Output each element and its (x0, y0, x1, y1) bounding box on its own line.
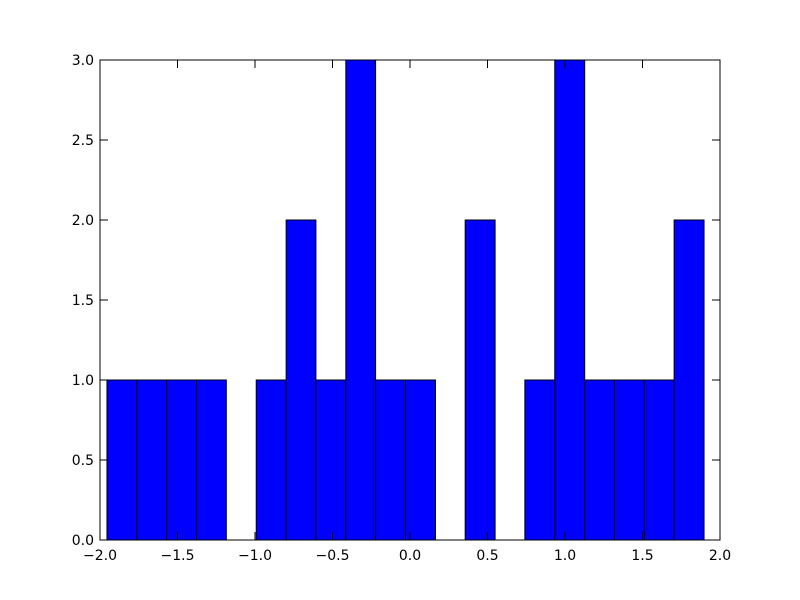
y-tick-label: 1.5 (72, 293, 94, 309)
bar (673, 219, 705, 541)
bar (315, 379, 347, 541)
y-tick-label: 3.0 (72, 53, 94, 69)
bar (613, 379, 645, 541)
y-tick-label: 2.5 (72, 133, 94, 149)
x-tick-label: −0.5 (316, 548, 350, 564)
bar (285, 219, 317, 541)
bar (464, 219, 496, 541)
x-tick-label: −1.0 (238, 548, 272, 564)
x-tick-label: 0.0 (399, 548, 421, 564)
bar (375, 379, 407, 541)
bar (554, 59, 586, 541)
bar (524, 379, 556, 541)
bar (405, 379, 436, 541)
bar (643, 379, 675, 541)
bar (166, 379, 198, 541)
x-tick-label: 1.0 (554, 548, 576, 564)
bar (106, 379, 138, 541)
bar (196, 379, 227, 541)
bar (584, 379, 615, 541)
bar (136, 379, 168, 541)
x-tick-label: −1.5 (161, 548, 195, 564)
bar (345, 59, 377, 541)
x-tick-label: 2.0 (709, 548, 731, 564)
x-tick-label: 1.5 (631, 548, 653, 564)
bar (255, 379, 287, 541)
x-tick-label: −2.0 (83, 548, 117, 564)
x-tick-label: 0.5 (476, 548, 498, 564)
y-tick-label: 0.5 (72, 453, 94, 469)
y-tick-label: 1.0 (72, 373, 94, 389)
y-tick-label: 0.0 (72, 533, 94, 549)
y-tick-label: 2.0 (72, 213, 94, 229)
